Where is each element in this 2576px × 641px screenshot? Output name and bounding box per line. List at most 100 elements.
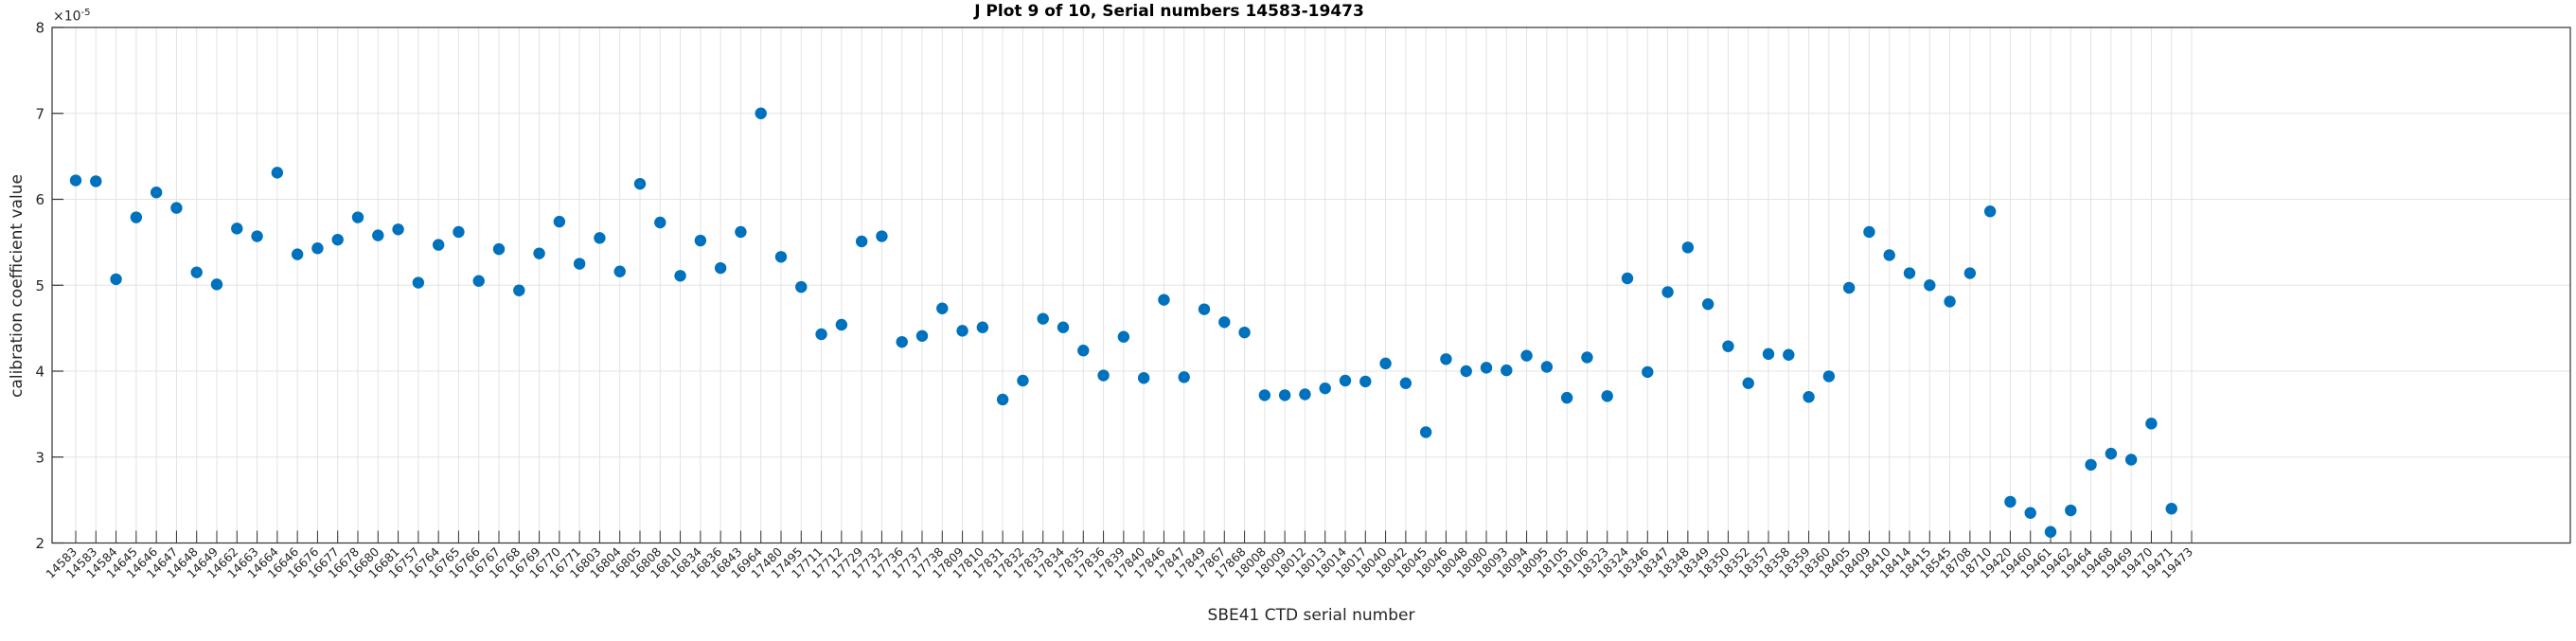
data-point-marker <box>1460 365 1472 378</box>
data-point-marker <box>1681 241 1695 254</box>
data-point-marker <box>835 318 848 331</box>
data-point-marker <box>654 216 666 229</box>
data-point-marker <box>1238 326 1251 339</box>
y-tick-label: 3 <box>35 449 44 466</box>
data-point-marker <box>996 393 1009 406</box>
y-axis-label: calibration coefficient value <box>8 174 27 398</box>
data-point-marker <box>1137 372 1150 384</box>
y-axis-exponent-label: ×10-5 <box>53 8 91 25</box>
data-point-marker <box>1924 279 1936 292</box>
data-point-marker <box>1278 389 1291 401</box>
data-point-marker <box>412 276 425 289</box>
data-point-marker <box>1399 377 1412 389</box>
x-axis-label: SBE41 CTD serial number <box>1207 606 1415 625</box>
data-point-marker <box>1218 316 1231 329</box>
data-point-marker <box>1299 388 1311 401</box>
y-tick-label: 7 <box>35 105 44 122</box>
data-point-marker <box>1822 370 1836 383</box>
data-point-marker <box>755 107 767 119</box>
data-point-marker <box>453 225 465 239</box>
data-point-marker <box>372 229 384 241</box>
data-point-marker <box>674 270 686 282</box>
data-point-marker <box>795 280 808 294</box>
data-point-marker <box>2124 454 2138 466</box>
data-point-marker <box>150 187 163 199</box>
data-point-marker <box>170 202 183 214</box>
data-point-marker <box>2044 525 2057 538</box>
data-point-marker <box>956 325 968 337</box>
data-point-marker <box>1501 364 1513 377</box>
data-point-marker <box>1037 312 1049 325</box>
data-point-marker <box>855 235 868 248</box>
data-point-marker <box>815 328 827 341</box>
data-point-marker <box>210 278 223 291</box>
data-point-marker <box>936 302 949 314</box>
data-point-marker <box>130 211 143 223</box>
data-point-marker <box>774 251 788 263</box>
data-point-marker <box>735 225 747 239</box>
data-point-marker <box>2085 458 2097 472</box>
data-point-marker <box>1440 353 1452 365</box>
data-point-marker <box>1983 205 1997 218</box>
data-point-marker <box>1339 374 1352 387</box>
chart-title: J Plot 9 of 10, Serial numbers 14583-194… <box>974 2 1364 21</box>
data-point-marker <box>2105 447 2118 460</box>
data-point-marker <box>251 230 263 242</box>
data-point-marker <box>1198 303 1211 315</box>
data-point-marker <box>1803 391 1815 403</box>
data-point-marker <box>896 335 908 348</box>
data-point-marker <box>492 242 506 256</box>
data-point-marker <box>291 248 304 260</box>
data-point-marker <box>351 211 364 223</box>
data-point-marker <box>2165 503 2177 515</box>
data-point-marker <box>231 223 243 235</box>
data-point-marker <box>2065 504 2077 517</box>
data-point-marker <box>2004 495 2016 508</box>
data-point-marker <box>1158 294 1170 306</box>
data-point-marker <box>1178 371 1190 383</box>
data-point-marker <box>1963 267 1977 279</box>
data-point-marker <box>1883 249 1895 261</box>
y-tick-label: 5 <box>35 277 44 294</box>
data-point-marker <box>2145 418 2158 430</box>
data-point-marker <box>613 265 626 277</box>
data-point-marker <box>714 261 727 275</box>
data-point-marker <box>1642 365 1654 379</box>
data-point-marker <box>1621 272 1634 285</box>
data-point-marker <box>1762 347 1775 361</box>
data-point-marker <box>1581 351 1593 364</box>
data-point-marker <box>331 233 344 246</box>
data-point-marker <box>1520 349 1533 362</box>
data-point-marker <box>1863 225 1875 239</box>
data-point-marker <box>1701 298 1714 311</box>
data-point-marker <box>432 239 445 251</box>
y-tick-label: 6 <box>35 191 44 208</box>
data-point-marker <box>1379 357 1392 370</box>
data-point-marker <box>1842 281 1856 294</box>
data-point-marker <box>472 275 485 287</box>
data-point-marker <box>392 223 404 236</box>
data-point-marker <box>1117 330 1130 343</box>
data-point-marker <box>1359 375 1372 388</box>
data-point-marker <box>876 230 888 242</box>
data-point-marker <box>594 232 606 244</box>
data-point-marker <box>1783 348 1795 361</box>
data-point-marker <box>1319 382 1331 395</box>
data-point-marker <box>90 175 102 187</box>
data-point-marker <box>1560 391 1573 404</box>
data-point-marker <box>1057 321 1070 333</box>
data-point-marker <box>694 234 707 247</box>
data-point-marker <box>633 177 647 190</box>
data-point-marker <box>553 215 566 228</box>
data-point-marker <box>1601 390 1613 402</box>
data-point-marker <box>513 284 525 296</box>
data-point-marker <box>1742 377 1754 389</box>
data-point-marker <box>1722 340 1734 352</box>
data-point-marker <box>2024 507 2036 519</box>
y-tick-label: 8 <box>35 20 44 37</box>
y-tick-label: 2 <box>35 535 44 552</box>
data-point-marker <box>190 266 203 278</box>
data-point-marker <box>1540 361 1554 373</box>
data-point-marker <box>271 167 284 179</box>
